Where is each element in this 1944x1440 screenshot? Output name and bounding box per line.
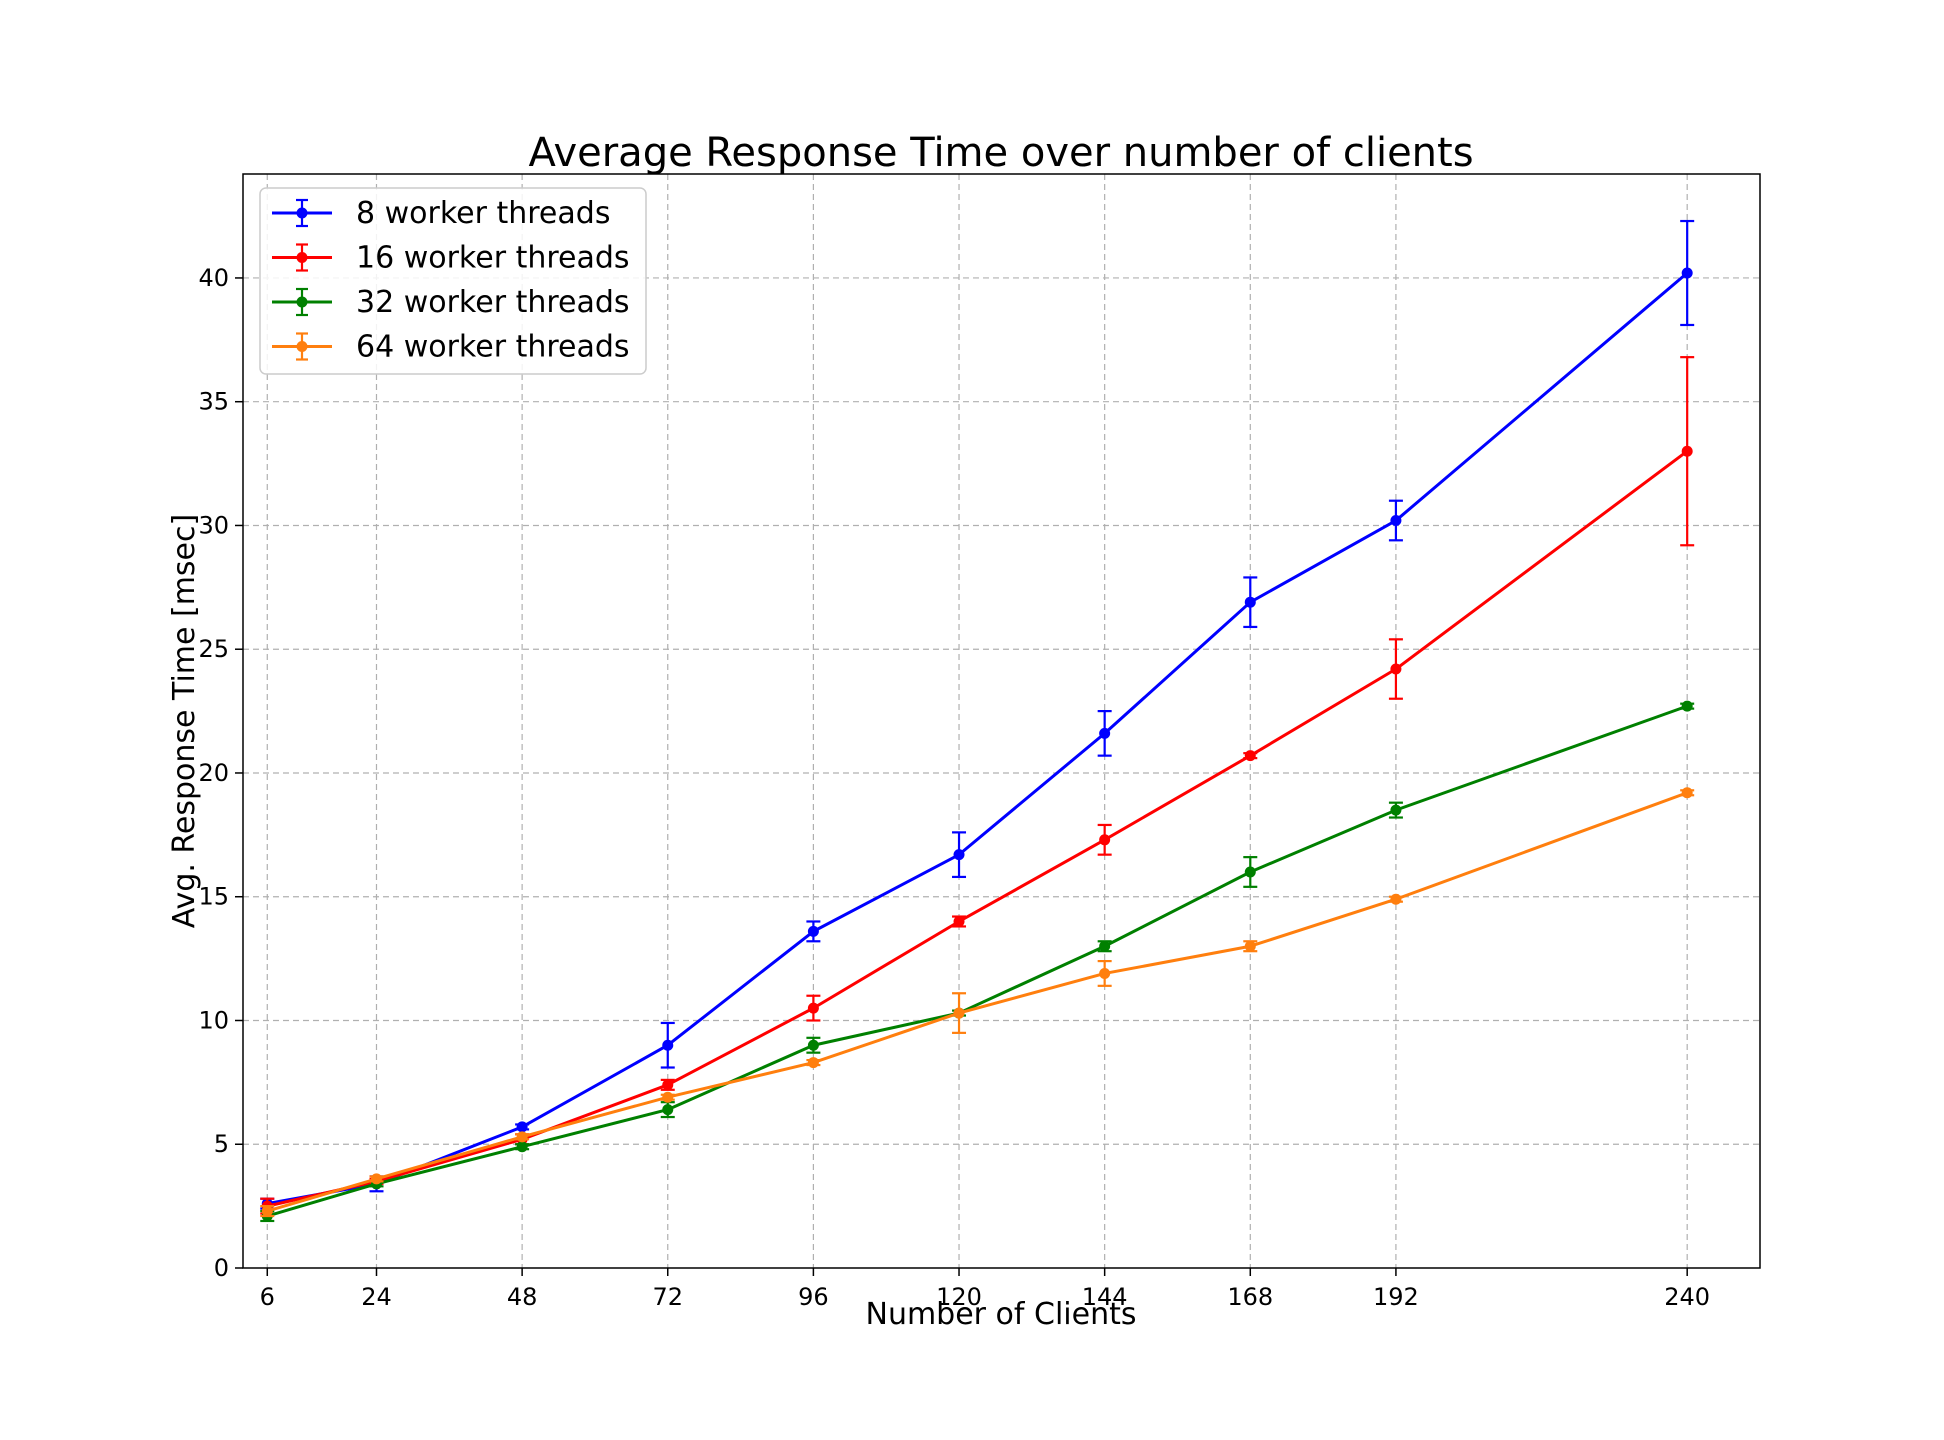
legend-marker: [296, 207, 308, 219]
y-tick-label: 5: [214, 1130, 229, 1158]
series-2: [260, 356, 1695, 1215]
x-tick-label: 120: [936, 1283, 982, 1311]
legend-item: 8 worker threads: [272, 196, 610, 231]
data-point: [662, 1079, 674, 1091]
x-tick-label: 6: [260, 1283, 275, 1311]
data-point: [516, 1131, 528, 1143]
series-4: [260, 787, 1695, 1218]
grid-layer: [243, 174, 1760, 1268]
y-tick-label: 10: [198, 1006, 229, 1034]
data-point: [261, 1205, 273, 1217]
data-point: [1099, 940, 1111, 952]
x-tick-label: 24: [361, 1283, 392, 1311]
legend: 8 worker threads 16 worker threads 32 work…: [259, 187, 647, 375]
series-layer: [260, 219, 1695, 1223]
data-point: [807, 1057, 819, 1069]
legend-label: 16 worker threads: [356, 241, 630, 276]
legend-item: 16 worker threads: [272, 241, 630, 276]
data-point: [807, 1002, 819, 1014]
data-point: [1099, 834, 1111, 846]
y-tick-label: 30: [198, 511, 229, 539]
data-point: [370, 1173, 382, 1185]
data-point: [1681, 445, 1693, 457]
data-point: [1244, 750, 1256, 762]
data-point: [1244, 596, 1256, 608]
data-point: [807, 925, 819, 937]
series-line: [266, 450, 1689, 1208]
data-point: [662, 1091, 674, 1103]
data-point: [1390, 515, 1402, 527]
y-tick-label: 40: [198, 264, 229, 292]
series-line: [266, 704, 1688, 1218]
legend-box: [259, 187, 647, 375]
plot-frame: [242, 173, 1761, 1269]
x-tick-label: 72: [652, 1283, 683, 1311]
data-point: [953, 849, 965, 861]
legend-marker: [296, 252, 308, 263]
y-tick-label: 15: [198, 883, 229, 911]
y-tick-label: 35: [198, 388, 229, 416]
series-line: [267, 271, 1689, 1206]
y-tick-label: 0: [214, 1254, 229, 1282]
data-point: [1681, 267, 1693, 279]
legend-label: 64 worker threads: [356, 330, 630, 365]
legend-label: 32 worker threads: [356, 285, 630, 320]
data-point: [1390, 663, 1402, 675]
data-point: [1390, 893, 1402, 905]
x-tick-label: 192: [1373, 1283, 1419, 1311]
y-tick-label: 20: [198, 759, 229, 787]
x-tick-label: 48: [507, 1283, 538, 1311]
data-point: [807, 1039, 819, 1051]
data-point: [516, 1141, 528, 1153]
series-3: [260, 700, 1695, 1223]
data-point: [1244, 866, 1256, 878]
data-point: [516, 1121, 528, 1133]
legend-label: 8 worker threads: [356, 196, 610, 231]
data-point: [1099, 727, 1111, 739]
data-point: [1099, 967, 1111, 979]
data-point: [662, 1104, 674, 1116]
x-tick-label: 96: [798, 1283, 829, 1311]
x-tick-label: 168: [1227, 1283, 1273, 1311]
legend-item: 64 worker threads: [272, 330, 630, 365]
y-axis-label: Avg. Response Time [msec]: [167, 514, 202, 928]
chart-title: Average Response Time over number of cli…: [528, 130, 1473, 176]
x-tick-label: 144: [1082, 1283, 1128, 1311]
data-point: [1681, 700, 1693, 712]
data-point: [1681, 787, 1693, 799]
data-point: [953, 1007, 965, 1019]
legend-marker: [296, 296, 308, 308]
data-point: [662, 1039, 674, 1051]
data-point: [953, 915, 965, 927]
x-tick-label: 240: [1664, 1283, 1710, 1311]
y-tick-label: 25: [198, 635, 229, 663]
series-line: [266, 791, 1688, 1213]
x-axis-label: Number of Clients: [866, 1297, 1137, 1332]
ticks-layer: 6 24 48 72 96 120 144 168 192 240 0 5 10 15 20 25 30 35 40: [198, 264, 1710, 1311]
data-point: [1390, 804, 1402, 816]
legend-marker: [296, 341, 308, 352]
data-point: [1244, 940, 1256, 952]
legend-item: 32 worker threads: [272, 285, 630, 320]
